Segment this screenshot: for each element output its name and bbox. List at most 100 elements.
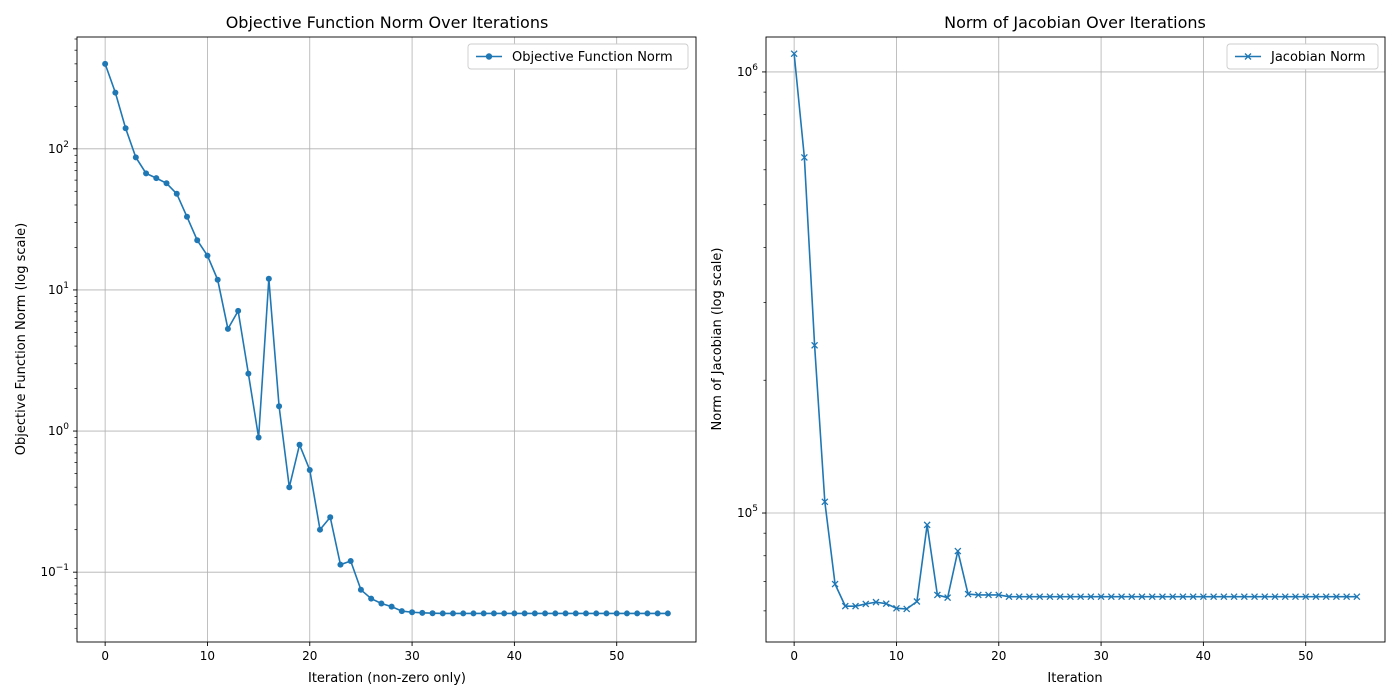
data-point <box>1292 593 1299 601</box>
data-point <box>974 591 982 599</box>
data-point <box>286 484 293 491</box>
data-point <box>634 610 641 617</box>
x-tick-label: 20 <box>302 649 317 663</box>
data-point <box>316 526 323 533</box>
x-tick-label: 40 <box>507 649 522 663</box>
data-point <box>811 341 819 349</box>
data-point <box>368 595 375 602</box>
data-point <box>623 610 630 617</box>
legend-label: Jacobian Norm <box>1270 50 1366 65</box>
data-point <box>398 608 405 615</box>
data-point <box>593 610 600 617</box>
data-point <box>1240 593 1248 601</box>
data-point <box>944 594 952 602</box>
x-tick-label: 50 <box>609 649 624 663</box>
grid <box>77 37 696 642</box>
data-point <box>1066 593 1074 601</box>
data-point <box>122 125 129 132</box>
x-tick-label: 0 <box>790 649 798 663</box>
data-point <box>862 600 870 608</box>
data-point <box>1322 593 1330 601</box>
data-point <box>852 602 859 610</box>
data-point <box>1118 593 1126 601</box>
data-point <box>572 610 579 617</box>
data-point <box>790 50 798 58</box>
x-tick-label: 10 <box>200 649 215 663</box>
data-point <box>1343 593 1351 601</box>
data-point <box>531 610 538 617</box>
data-point <box>245 370 252 377</box>
data-point <box>995 591 1003 599</box>
x-tick-label: 10 <box>889 649 904 663</box>
data-point <box>1281 593 1289 601</box>
x-tick-label: 0 <box>101 649 109 663</box>
y-axis-label: Objective Function Norm (log scale) <box>14 223 29 455</box>
x-tick-label: 30 <box>404 649 419 663</box>
data-point <box>1312 593 1320 601</box>
data-point <box>460 610 467 617</box>
data-point <box>378 600 385 607</box>
axes-frame <box>76 36 697 643</box>
data-point <box>1271 593 1279 601</box>
data-point <box>1138 593 1146 601</box>
data-point <box>1353 593 1361 601</box>
data-point <box>1302 593 1310 601</box>
data-point <box>933 591 941 599</box>
data-point <box>800 153 808 161</box>
x-axis-ticks: 0 10 20 30 40 50 <box>790 642 1313 663</box>
data-point <box>429 610 436 617</box>
data-point <box>388 603 395 610</box>
data-point <box>214 276 221 283</box>
data-point <box>1077 593 1085 601</box>
legend-marker <box>485 53 493 60</box>
jacobian-norm-chart: Norm of Jacobian Over Iterations 105106 … <box>710 13 1386 686</box>
data-point <box>153 175 160 182</box>
data-point <box>1087 593 1095 601</box>
data-point <box>1199 593 1207 601</box>
data-point <box>521 610 528 617</box>
data-point <box>562 610 569 617</box>
data-point <box>450 610 457 617</box>
legend-marker <box>1244 53 1252 60</box>
data-point <box>511 610 518 617</box>
data-point <box>163 180 170 187</box>
series-markers <box>790 50 1361 613</box>
data-point <box>1036 593 1044 601</box>
y-axis-ticks: 105 106 <box>737 63 766 612</box>
data-point <box>347 557 354 564</box>
data-point <box>1159 593 1166 601</box>
data-point <box>831 580 839 588</box>
legend-label: Objective Function Norm <box>512 50 673 65</box>
x-axis-ticks: 0 10 20 30 40 50 <box>101 642 624 663</box>
data-point <box>255 434 262 441</box>
data-point <box>985 591 992 599</box>
data-point <box>1332 593 1340 601</box>
data-point <box>954 547 962 555</box>
data-point <box>143 170 150 177</box>
data-point <box>1128 593 1136 601</box>
data-point <box>337 561 344 568</box>
data-point <box>357 586 364 593</box>
data-point <box>102 60 109 67</box>
data-point <box>1015 593 1023 601</box>
data-point <box>903 605 911 613</box>
legend-box <box>1226 43 1379 70</box>
data-point <box>204 252 211 259</box>
data-point <box>1107 593 1115 601</box>
data-point <box>1148 593 1156 601</box>
y-axis-label: Norm of Jacobian (log scale) <box>710 248 725 431</box>
data-point <box>1230 593 1238 601</box>
data-point <box>1251 593 1259 601</box>
data-point <box>409 609 416 616</box>
legend: Objective Function Norm <box>467 43 689 70</box>
data-point <box>501 610 508 617</box>
data-point <box>542 610 549 617</box>
data-point <box>552 610 559 617</box>
data-point <box>1179 593 1187 601</box>
data-point <box>112 89 119 96</box>
data-point <box>224 325 231 332</box>
y-tick-label: 100 <box>48 422 69 438</box>
data-point <box>183 213 190 220</box>
y-tick-label: 101 <box>48 281 69 297</box>
